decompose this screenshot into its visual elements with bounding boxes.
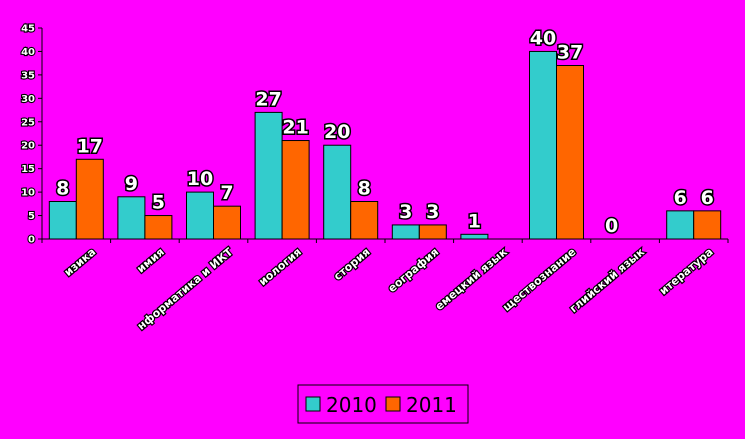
bar-2010 (186, 191, 214, 240)
x-tick-label: имия (134, 245, 166, 275)
y-tick-label: 35 (21, 70, 35, 81)
bar-2011 (144, 215, 173, 240)
bar-2010 (254, 111, 283, 240)
x-tick-label: итература (657, 245, 716, 297)
y-tick-label: 25 (21, 117, 35, 128)
legend-label: 2010 (326, 393, 377, 417)
y-tick-label: 0 (28, 235, 35, 246)
bar-2010 (529, 50, 557, 240)
data-label: 17 (77, 135, 103, 157)
data-label: 20 (324, 121, 350, 143)
data-label: 8 (56, 177, 69, 199)
data-label: 1 (468, 210, 481, 232)
data-label: 9 (125, 173, 138, 195)
data-label: 3 (426, 201, 439, 223)
bar-2011 (693, 210, 722, 240)
x-tick-label: еография (386, 245, 442, 295)
y-tick-label: 15 (21, 164, 35, 175)
bar-2010 (666, 210, 695, 240)
y-tick-label: 45 (21, 24, 35, 35)
bar-2010 (460, 233, 489, 240)
data-label: 27 (255, 88, 281, 110)
data-label: 8 (358, 177, 371, 199)
data-labels: 8 9 10 27 20 3 1 40 0 6 17 5 7 21 8 3 37 6 (55, 26, 716, 239)
x-tick-label: глийский язык (567, 245, 647, 315)
data-label: 40 (530, 27, 556, 49)
data-label: 5 (152, 192, 165, 214)
data-label: 7 (220, 182, 233, 204)
bar-2011 (75, 158, 104, 240)
data-label: 0 (605, 215, 618, 237)
bar-2011 (213, 205, 241, 240)
legend-swatch (305, 396, 321, 412)
x-tick-label: иология (256, 245, 304, 288)
legend: 2010 2011 (297, 384, 469, 424)
legend-swatch (385, 396, 401, 412)
data-label: 21 (282, 117, 308, 139)
bar-2011 (350, 200, 379, 240)
bar-2010 (323, 144, 352, 240)
data-label: 6 (701, 187, 714, 209)
bar-2011 (556, 65, 584, 240)
bar-2011 (281, 140, 310, 240)
x-tick-label: емецкий язык (433, 245, 510, 313)
bar-2010 (117, 196, 146, 240)
bar-2011 (418, 224, 447, 240)
bars (48, 50, 722, 240)
data-label: 6 (674, 187, 687, 209)
data-label: 3 (399, 201, 412, 223)
y-tick-label: 10 (21, 188, 35, 199)
bar-2010 (48, 200, 77, 240)
x-tick-label: изика (62, 245, 98, 279)
y-tick-label: 30 (21, 94, 35, 105)
y-tick-label: 5 (28, 211, 35, 222)
data-label: 37 (557, 42, 583, 64)
x-tick-label: стория (331, 245, 372, 283)
legend-label: 2011 (406, 393, 457, 417)
y-tick-label: 40 (21, 47, 35, 58)
x-tick-label: ществознание (500, 245, 578, 314)
data-label: 10 (187, 168, 213, 190)
legend-box (297, 384, 469, 424)
y-tick-label: 20 (21, 141, 35, 152)
bar-2010 (391, 224, 420, 240)
